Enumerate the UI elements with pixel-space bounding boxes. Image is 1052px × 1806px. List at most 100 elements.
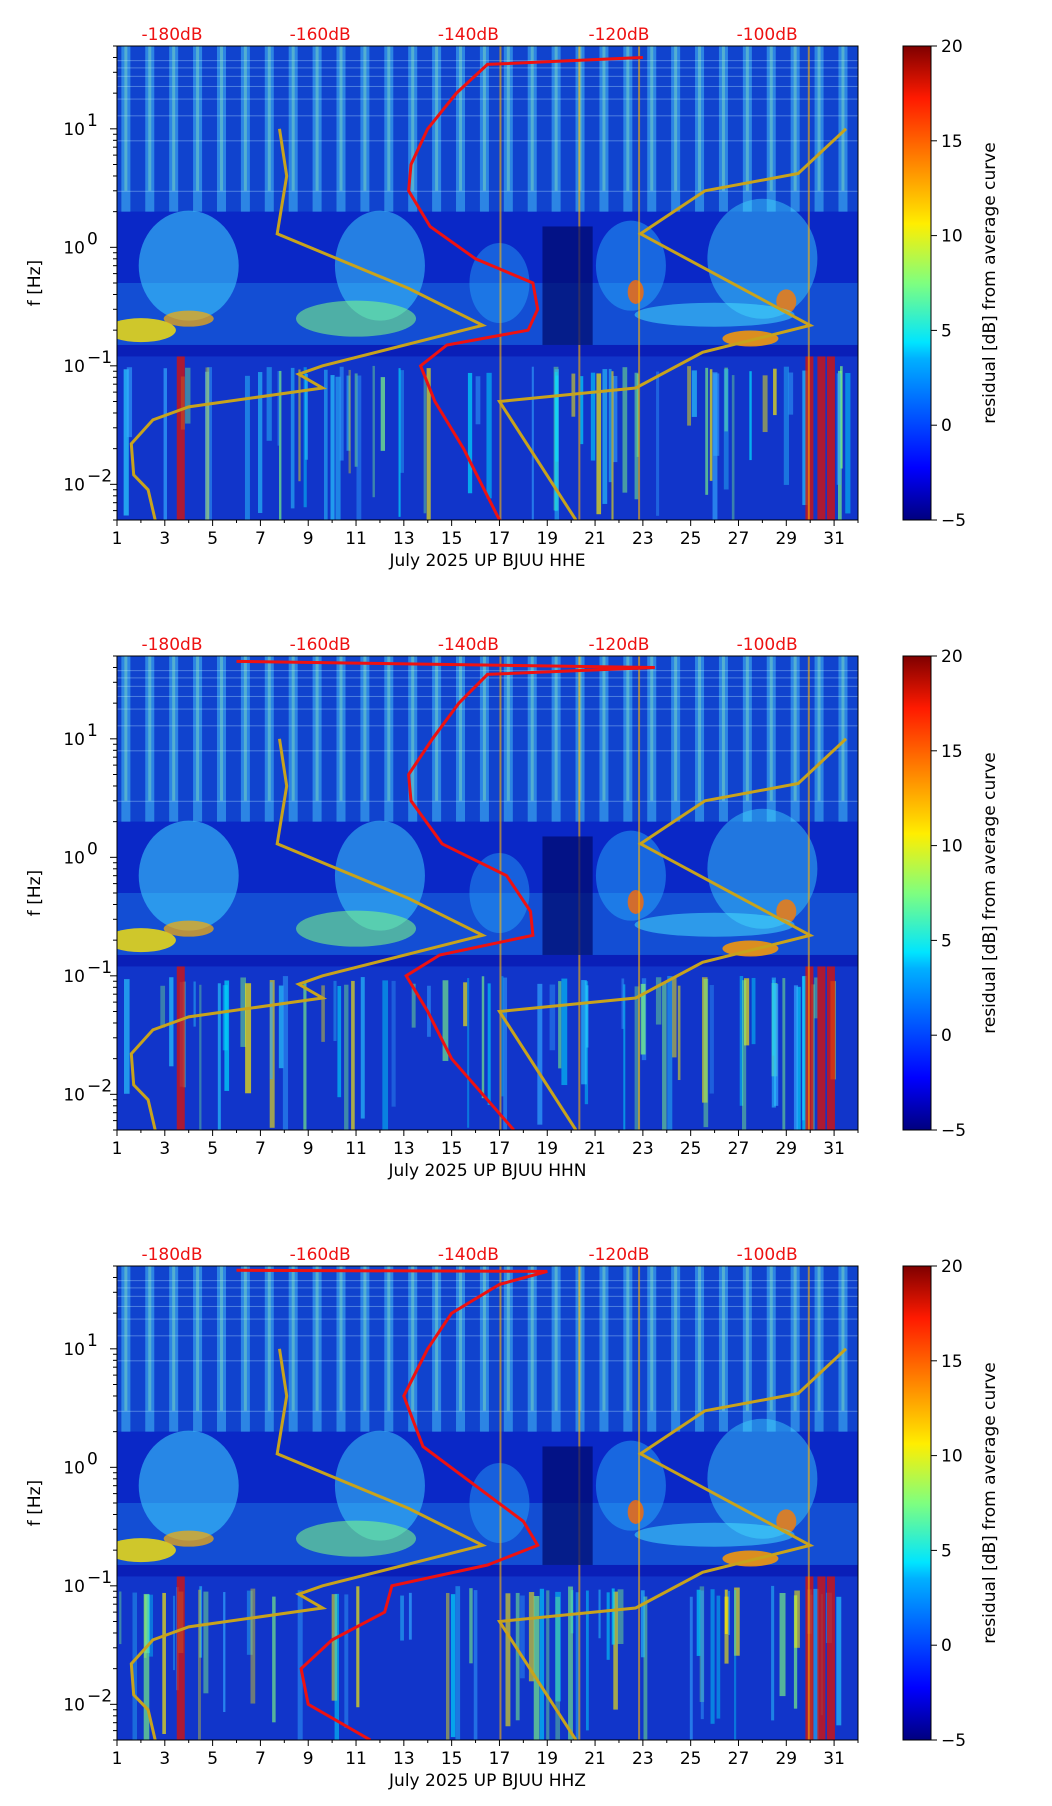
daily-streak [623,46,633,212]
daily-streak-core [602,656,606,801]
daily-streak [695,1266,705,1432]
yellow-noise-model-1 [129,1348,487,1740]
lowfreq-streak [696,1589,701,1656]
daily-streak [527,1266,537,1432]
daily-streak-core [506,46,510,191]
daily-streak [360,46,370,212]
daily-streak [121,46,131,212]
daily-streak-core [148,46,152,191]
lowfreq-streak [348,369,351,474]
colorbar-tick-label: 0 [941,416,952,436]
daily-streak [216,656,226,822]
data-gap [542,836,593,955]
lowfreq-streak [486,372,492,499]
daily-streak-core [315,656,319,801]
daily-streak [838,1266,848,1432]
lowfreq-streak [705,367,709,495]
daily-streak [240,46,250,212]
daily-streak [479,46,489,212]
x-tick-label: 31 [823,529,845,549]
lowfreq-streak [634,986,640,1130]
daily-streak-core [291,656,295,801]
daily-streak [742,46,752,212]
daily-streak [838,46,848,212]
daily-streak [193,656,203,822]
lowfreq-streak [743,978,750,1046]
lowfreq-streak [611,1588,615,1645]
lowfreq-streak [691,370,697,417]
y-tick-label: 10 [63,238,85,258]
daily-streak [742,656,752,822]
colorbar-tick-label: 20 [941,647,963,667]
lowfreq-streak [467,978,470,1128]
lowfreq-streak [240,977,246,1047]
daily-streak-core [124,1266,128,1411]
daily-streak [862,1266,871,1432]
lowfreq-streak [724,367,728,432]
lowfreq-streak [733,1590,737,1740]
lowfreq-streak [382,980,389,1130]
daily-streak-core [626,656,630,801]
daily-streak-core [745,1266,749,1411]
daily-streak [671,46,681,212]
lowfreq-streak [612,375,618,463]
y-axis-label: f [Hz] [25,870,45,916]
daily-streak-core [698,1266,702,1411]
lowfreq-streak [739,976,744,1106]
colorbar-tick-label: 15 [941,742,963,762]
narrowband-line [117,1335,858,1337]
db-tick-label: -160dB [290,25,351,45]
lowfreq-streak [689,1596,693,1740]
x-tick-label: 21 [584,1139,606,1159]
lowfreq-streak [272,1596,276,1723]
db-scale: -180dB -160dB -140dB -120dB -100dB [141,1245,797,1265]
lowfreq-streak [411,983,416,1028]
energy-blob [627,1499,644,1524]
lowfreq-streak [505,1593,511,1727]
freq-band [117,966,858,1130]
daily-streak-core [435,656,439,801]
daily-streak [336,1266,346,1432]
y-tick-label: 10 [63,967,85,987]
y-tick-label: 10 [63,1340,85,1360]
daily-streak-core [339,656,343,801]
lowfreq-streak [303,981,307,1130]
x-tick-label: 13 [393,1139,415,1159]
y-tick-exponent: −2 [87,1686,112,1706]
daily-streak [551,1266,561,1432]
energy-blob [334,1430,425,1541]
lowfreq-streak [335,376,341,520]
daily-streak [527,46,537,212]
lowfreq-streak [442,980,449,1061]
daily-streak [814,1266,824,1432]
daily-streak [503,656,513,822]
lowfreq-streak [598,1589,601,1639]
daily-streak-core [841,656,845,801]
x-tick-label: 11 [345,1139,367,1159]
daily-streak-core [721,656,725,801]
lowfreq-streak [533,1595,540,1740]
colorbar-tick-label: 10 [941,227,963,247]
daily-streak [336,46,346,212]
lowfreq-streak [279,370,282,520]
db-tick-label: -180dB [141,635,202,655]
lowfreq-streak [163,368,167,520]
y-axis-label: f [Hz] [25,260,45,306]
daily-streak-core [339,1266,343,1411]
daily-streak [336,656,346,822]
lowfreq-streak [677,985,681,1081]
daily-streak [838,656,848,822]
daily-streak-core [363,656,367,801]
x-tick-label: 5 [207,1139,218,1159]
y-tick-label: 10 [63,848,85,868]
lowfreq-streak [621,978,625,1029]
daily-streak [169,656,179,822]
daily-streak [264,656,274,822]
lowfreq-streak [205,367,210,520]
lowfreq-streak [794,1590,800,1648]
daily-streak [432,46,442,212]
energy-blob [334,820,425,931]
daily-streak-core [769,1266,773,1411]
lowfreq-streak [640,1590,645,1658]
